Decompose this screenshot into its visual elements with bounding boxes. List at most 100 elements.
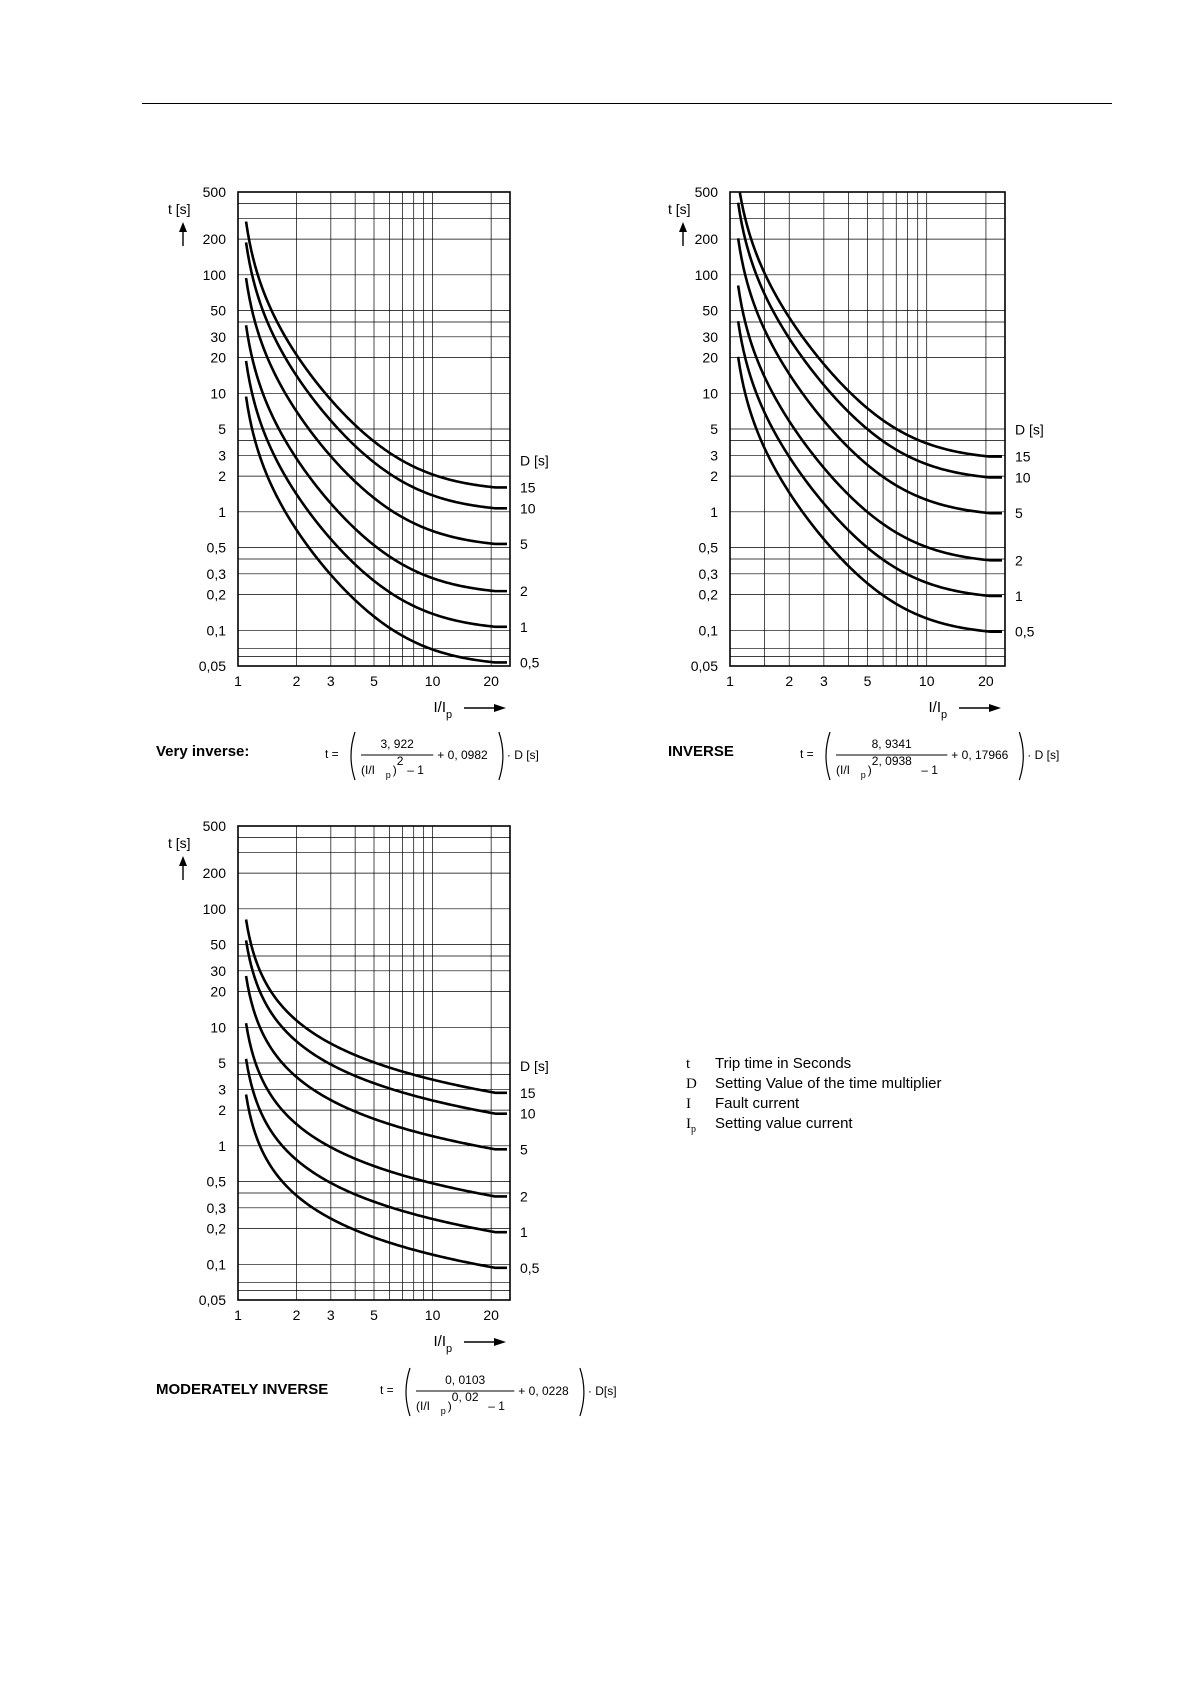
y-axis-arrowhead <box>679 222 687 232</box>
formula-left-paren <box>825 731 831 781</box>
plot-frame <box>237 191 511 667</box>
x-tick-label: 3 <box>327 1307 335 1323</box>
series-line <box>736 238 1002 515</box>
formula-left-paren <box>405 1367 411 1417</box>
formula-denominator-subscript: p <box>861 770 866 780</box>
inverse-formula: t = (I/I p)2, 0938 – 1 8, 9341 + 0, 17966 · D … <box>800 731 1059 781</box>
series-line <box>244 325 507 593</box>
y-tick-label: 30 <box>210 963 226 979</box>
x-tick-label: 10 <box>425 673 441 689</box>
y-tick-label: 100 <box>695 267 719 283</box>
y-tick-label: 50 <box>210 303 226 319</box>
y-axis-arrowhead <box>179 856 187 866</box>
y-tick-label: 200 <box>695 231 719 247</box>
y-tick-label: 2 <box>710 468 718 484</box>
y-tick-label: 1 <box>710 504 718 520</box>
series-label: 15 <box>520 1085 536 1101</box>
formula-left-paren <box>350 731 356 781</box>
series-label: 1 <box>520 619 528 635</box>
y-tick-label: 500 <box>203 184 227 200</box>
series-label: 1 <box>1015 588 1023 604</box>
formula-denominator-subscript: p <box>441 1406 446 1416</box>
series-line <box>244 940 507 1115</box>
series-label: 0,5 <box>1015 624 1035 640</box>
y-axis-label: t [s] <box>668 201 691 217</box>
series-line <box>244 277 507 546</box>
formula-exponent: 2 <box>397 754 404 768</box>
series-line <box>736 356 1002 633</box>
formula-lhs: t = <box>325 747 339 761</box>
legend-row-t: t Trip time in Seconds <box>686 1054 942 1074</box>
y-tick-label: 3 <box>218 1081 226 1097</box>
legend-text: Trip time in Seconds <box>715 1055 852 1072</box>
plot-frame <box>237 825 511 1301</box>
series-line <box>244 975 507 1151</box>
legend-text: Setting value current <box>715 1115 853 1132</box>
very-inverse-formula: t = (I/I p)2– 1 3, 922 + 0, 0982 · D [s] <box>325 731 539 781</box>
y-tick-label: 5 <box>710 421 718 437</box>
y-tick-label: 3 <box>218 447 226 463</box>
x-axis-label: I/I <box>433 1333 446 1350</box>
inverse-title: INVERSE <box>668 743 734 760</box>
y-tick-label: 100 <box>203 901 227 917</box>
series-label: 5 <box>520 536 528 552</box>
series-line <box>736 202 1002 479</box>
y-tick-label: 10 <box>210 385 226 401</box>
formula-denominator: (I/I <box>416 1399 430 1413</box>
inverse-chart: 500 200 100 50 30 20 10 5 3 2 1 0,5 0,3 0,2 0,1 0,05 1 2 3… <box>668 184 1044 721</box>
x-tick-label: 2 <box>293 1307 301 1323</box>
y-tick-label: 200 <box>203 231 227 247</box>
formula-denominator-close: ) <box>393 763 397 777</box>
formula-exponent: 0, 02 <box>452 1390 479 1404</box>
y-tick-label: 0,05 <box>199 1292 226 1308</box>
y-tick-label: 0,1 <box>207 622 227 638</box>
x-axis-label-subscript: p <box>446 709 452 721</box>
formula-suffix: · D[s] <box>588 1384 617 1398</box>
series-label: 5 <box>520 1141 528 1157</box>
x-tick-label: 20 <box>978 673 994 689</box>
series-curves <box>736 192 1002 633</box>
series-line <box>244 919 507 1095</box>
series-label-title: D [s] <box>520 1058 549 1074</box>
y-tick-label: 0,3 <box>207 566 227 582</box>
y-tick-label: 0,5 <box>207 1174 227 1190</box>
y-tick-label: 500 <box>203 818 227 834</box>
very-inverse-chart: 500 200 100 50 30 20 10 5 3 2 1 0,5 0,3 0,2 0,1 0,05 1 2 3… <box>168 184 549 721</box>
y-tick-label: 0,2 <box>207 1221 227 1237</box>
x-tick-label: 2 <box>293 673 301 689</box>
series-line <box>244 360 507 629</box>
series-line <box>244 1094 507 1270</box>
x-axis-label: I/I <box>928 699 941 716</box>
x-tick-label: 5 <box>370 1307 378 1323</box>
y-axis-arrowhead <box>179 222 187 232</box>
x-tick-label: 20 <box>483 1307 499 1323</box>
series-label-title: D [s] <box>1015 422 1044 438</box>
series-label: 5 <box>1015 505 1023 521</box>
series-label: 2 <box>520 583 528 599</box>
y-tick-label: 3 <box>710 447 718 463</box>
y-tick-label: 0,3 <box>699 566 719 582</box>
legend-symbol: I <box>686 1096 691 1112</box>
x-tick-label: 1 <box>234 1307 242 1323</box>
y-tick-label: 0,2 <box>699 587 719 603</box>
plot-frame <box>729 191 1006 667</box>
x-tick-label: 2 <box>785 673 793 689</box>
series-line <box>736 320 1002 598</box>
y-tick-label: 20 <box>702 350 718 366</box>
series-curves <box>244 221 507 664</box>
y-tick-label: 200 <box>203 865 227 881</box>
x-tick-label: 1 <box>234 673 242 689</box>
y-tick-label: 0,05 <box>691 658 718 674</box>
x-axis-arrowhead <box>494 704 506 712</box>
x-tick-label: 20 <box>483 673 499 689</box>
header-rule <box>142 103 1112 104</box>
x-axis-arrowhead <box>989 704 1001 712</box>
series-label: 15 <box>1015 449 1031 465</box>
y-tick-label: 10 <box>210 1019 226 1035</box>
x-tick-label: 10 <box>919 673 935 689</box>
formula-constant: + 0, 0228 <box>518 1384 569 1398</box>
series-label: 2 <box>1015 552 1023 568</box>
y-tick-label: 1 <box>218 1138 226 1154</box>
series-label: 0,5 <box>520 654 540 670</box>
series-line <box>738 192 1002 458</box>
